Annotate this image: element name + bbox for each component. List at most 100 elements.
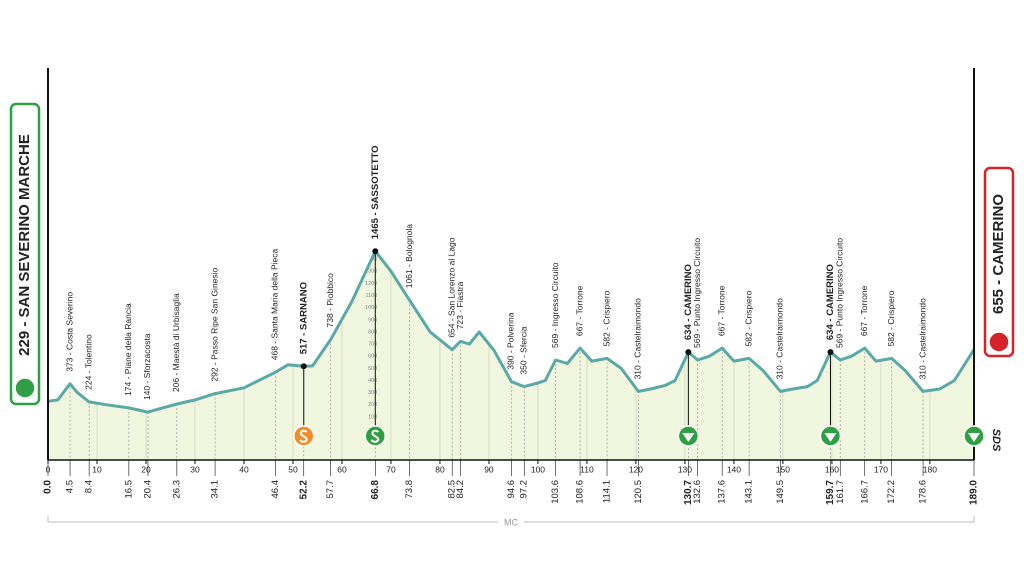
start-box: [9, 102, 41, 406]
km-label: 57.7: [325, 480, 336, 499]
waypoint-label: 667 - Torrone: [574, 285, 584, 336]
km-label: 103.6: [550, 480, 561, 504]
km-label: 82.5: [447, 480, 458, 499]
waypoint-dot: [372, 248, 379, 255]
y-tick-label: 1000: [365, 305, 377, 311]
start-icon: [14, 377, 36, 399]
finish-icon: [988, 331, 1010, 353]
x-tick-label: 140: [727, 464, 741, 474]
y-tick-label: 500: [368, 366, 377, 372]
km-label: 34.1: [210, 480, 221, 499]
waypoint-label: 634 - CAMERINO: [683, 264, 694, 340]
y-tick-label: 1300: [365, 269, 377, 275]
waypoint-label: 174 - Piane della Rancia: [123, 303, 133, 396]
km-label: 166.7: [859, 480, 870, 504]
km-label: 52.2: [298, 480, 309, 500]
y-tick-label: 300: [368, 390, 377, 396]
y-tick-label: 200: [368, 402, 377, 408]
waypoint-label: 654 - San Lorenzo al Lago: [446, 237, 456, 337]
x-tick-label: 100: [531, 464, 545, 474]
waypoint-label: 738 - Piobbico: [325, 273, 335, 328]
x-tick-label: 50: [288, 464, 298, 474]
x-tick-label: 110: [580, 464, 594, 474]
km-label: 46.4: [270, 480, 281, 499]
waypoint-label: 667 - Torrone: [859, 285, 869, 336]
waypoint-label: 569 - Punto Ingresso Circuito: [692, 238, 702, 348]
x-tick-label: 180: [923, 464, 937, 474]
x-tick-label: 10: [92, 464, 102, 474]
marker-triangle: [968, 433, 980, 442]
waypoint-label: 310 - Castelraimondo: [633, 298, 643, 380]
km-label: 0.0: [43, 480, 54, 494]
waypoint-label: 582 - Crispiero: [886, 290, 896, 346]
waypoint-label: 582 - Crispiero: [601, 290, 611, 346]
waypoint-label: 350 - Sfercia: [518, 326, 528, 374]
km-label: 178.6: [918, 480, 929, 504]
waypoint-label: 1465 - SASSOTETTO: [370, 145, 381, 239]
km-label: 149.5: [775, 480, 786, 504]
km-label: 132.6: [692, 480, 703, 504]
y-tick-label: 900: [368, 317, 377, 323]
y-tick-label: 1100: [365, 293, 377, 299]
footer-bg: [498, 515, 524, 529]
finish-box: [983, 166, 1015, 358]
km-label: 94.6: [506, 480, 517, 499]
x-tick-label: 80: [435, 464, 445, 474]
km-label: 66.8: [370, 480, 381, 500]
marker-s: [299, 429, 308, 443]
waypoint-label: 517 - SARNANO: [298, 282, 309, 354]
km-label: 114.1: [602, 480, 613, 503]
km-label: 97.2: [519, 480, 530, 499]
x-tick-label: 170: [874, 464, 888, 474]
waypoint-label: 206 - Maestà di Urbisaglia: [171, 293, 181, 392]
km-label: 161.7: [835, 480, 846, 504]
waypoint-label: 569 - Punto Ingresso Circuito: [834, 238, 844, 348]
x-tick-label: 130: [678, 464, 692, 474]
x-tick-label: 30: [190, 464, 200, 474]
x-tick-label: 160: [825, 464, 839, 474]
km-label: 108.6: [575, 480, 586, 504]
waypoint-label: 634 - CAMERINO: [825, 264, 836, 340]
finish-label: 655 - CAMERINO: [990, 194, 1007, 314]
km-label: 73.8: [404, 480, 415, 499]
x-tick-label: 70: [386, 464, 396, 474]
waypoint-label: 140 - Sforzacosta: [142, 333, 152, 400]
waypoint-label: 582 - Crispiero: [743, 290, 753, 346]
waypoint-label: 468 - Santa Maria della Pieca: [270, 248, 280, 360]
waypoint-label: 310 - Castelraimondo: [775, 298, 785, 380]
km-label: 8.4: [84, 480, 95, 493]
x-tick-label: 150: [776, 464, 790, 474]
waypoint-dot: [827, 349, 834, 356]
profile-area: [48, 251, 974, 460]
y-tick-label: 100: [368, 414, 377, 420]
waypoint-label: 667 - Torrone: [716, 285, 726, 336]
waypoint-dot: [300, 363, 307, 370]
km-label: 172.2: [886, 480, 897, 504]
km-label: 143.1: [744, 480, 755, 504]
x-tick-label: 90: [484, 464, 494, 474]
waypoint-label: 292 - Passo Ripe San Ginesio: [209, 267, 219, 381]
km-label: 137.6: [717, 480, 728, 504]
waypoint-label: 310 - Castelraimondo: [917, 298, 927, 380]
km-label: 26.3: [171, 480, 182, 499]
y-tick-label: 800: [368, 329, 377, 335]
profile-line: [47, 249, 976, 414]
waypoint-dot: [685, 349, 692, 356]
km-label: 159.7: [825, 480, 836, 505]
km-label: 120.5: [633, 480, 644, 504]
marker-triangle: [682, 433, 695, 442]
y-tick-label: 700: [368, 342, 377, 348]
waypoint-label: 723 - Fiastra: [455, 281, 465, 329]
km-label: 189.0: [969, 480, 980, 505]
waypoint-label: 390 - Polverina: [506, 312, 516, 369]
waypoint-label: 1061 - Bolognola: [404, 224, 414, 289]
km-label: 84.2: [455, 480, 466, 499]
waypoint-label: 569 - Ingresso Circuito: [550, 262, 560, 348]
marker-s: [370, 429, 380, 443]
marker-triangle: [824, 433, 837, 442]
waypoint-label: 224 - Tolentino: [83, 334, 93, 390]
logo: SDS: [990, 429, 1002, 452]
x-tick-label: 40: [239, 464, 249, 474]
